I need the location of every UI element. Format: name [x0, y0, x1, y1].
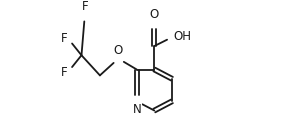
Text: OH: OH — [174, 30, 191, 43]
Text: F: F — [61, 66, 67, 79]
Text: F: F — [82, 0, 88, 13]
Text: O: O — [114, 44, 123, 57]
Text: O: O — [150, 8, 159, 21]
Text: F: F — [61, 32, 67, 45]
Text: N: N — [132, 103, 141, 116]
